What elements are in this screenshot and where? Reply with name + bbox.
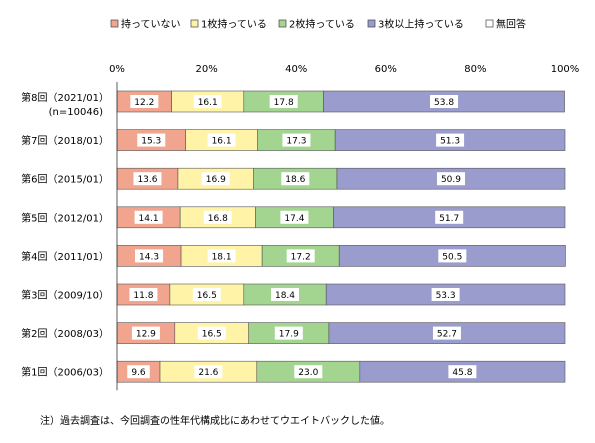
data-label: 16.9	[206, 175, 226, 185]
legend-swatch	[278, 19, 287, 28]
data-label-box	[134, 210, 163, 224]
data-label: 17.3	[286, 137, 306, 147]
data-label: 50.9	[441, 175, 461, 185]
category-label: 第2回（2008/03）	[21, 327, 109, 340]
data-label-box	[192, 288, 221, 301]
data-label: 51.7	[439, 214, 459, 224]
data-label-box	[135, 249, 164, 263]
data-label-box	[286, 249, 315, 263]
data-label: 9.6	[131, 368, 146, 378]
x-tick-label: 60%	[375, 64, 397, 75]
data-label: 15.3	[141, 137, 161, 147]
data-label-box	[127, 365, 150, 379]
data-label: 21.6	[198, 368, 218, 378]
data-label: 14.1	[139, 214, 159, 224]
legend-label: 1枚持っている	[201, 18, 267, 31]
footnote: 注）過去調査は、今回調査の性年代構成比にあわせてウエイトバックした値。	[40, 416, 390, 427]
category-label: 第7回（2018/01）	[21, 134, 109, 147]
data-label-box	[281, 172, 310, 186]
data-label: 16.5	[197, 291, 217, 301]
x-tick-label: 20%	[195, 64, 217, 75]
data-label-box	[269, 95, 298, 108]
data-label: 11.8	[133, 291, 153, 301]
data-label: 16.5	[202, 330, 222, 340]
data-label-box	[137, 133, 166, 147]
data-label-box	[280, 210, 309, 224]
legend-swatch	[485, 19, 494, 28]
data-label-box	[271, 288, 299, 301]
data-label-box	[131, 326, 160, 340]
data-label: 16.8	[208, 214, 228, 224]
data-label-box	[294, 365, 323, 379]
data-label: 16.1	[212, 137, 232, 147]
data-label: 12.9	[136, 330, 156, 340]
data-label: 23.0	[298, 368, 318, 378]
legend-label: 2枚持っている	[289, 18, 355, 31]
data-label: 52.7	[437, 330, 457, 340]
x-tick-label: 0%	[109, 64, 125, 75]
data-label-box	[436, 172, 465, 186]
x-tick-label: 100%	[551, 64, 580, 75]
category-label: 第5回（2012/01）	[21, 211, 109, 224]
legend-swatch	[367, 19, 376, 28]
data-label: 18.6	[285, 175, 305, 185]
legend-label: 3枚以上持っている	[378, 18, 464, 31]
data-label-box	[197, 326, 226, 340]
category-label: 第6回（2015/01）	[21, 173, 109, 186]
data-label: 17.4	[284, 214, 304, 224]
data-label: 18.4	[275, 291, 295, 301]
data-label-box	[201, 172, 230, 186]
data-label-box	[282, 133, 311, 147]
category-label: 第3回（2009/10）	[21, 289, 109, 302]
data-label: 17.2	[291, 252, 311, 262]
data-label: 17.8	[274, 98, 294, 108]
x-tick-label: 40%	[285, 64, 307, 75]
legend-swatch	[190, 19, 199, 28]
x-tick-label: 80%	[464, 64, 486, 75]
data-label: 45.8	[452, 368, 472, 378]
data-label-box	[431, 288, 460, 301]
category-label: (n=10046)	[49, 107, 103, 118]
data-label: 16.1	[198, 98, 218, 108]
data-label-box	[448, 365, 477, 379]
data-label: 53.3	[436, 291, 456, 301]
data-label-box	[207, 133, 236, 147]
data-label-box	[130, 95, 159, 108]
category-label: 第1回（2006/03）	[21, 366, 109, 379]
category-label: 第4回（2011/01）	[21, 250, 109, 263]
data-label: 12.2	[134, 98, 154, 108]
data-label-box	[207, 249, 236, 263]
data-label-box	[432, 326, 461, 340]
data-label-box	[129, 288, 158, 301]
data-label-box	[438, 249, 467, 263]
data-label-box	[435, 210, 464, 224]
data-label: 53.8	[434, 98, 454, 108]
data-label-box	[194, 365, 223, 379]
legend-swatch	[110, 19, 119, 28]
legend-label: 無回答	[496, 18, 526, 31]
data-label-box	[193, 95, 222, 108]
data-label: 13.6	[137, 175, 157, 185]
data-label: 51.3	[440, 137, 460, 147]
data-label-box	[133, 172, 162, 186]
data-label-box	[203, 210, 232, 224]
category-label: 第8回（2021/01）	[21, 91, 109, 104]
data-label-box	[430, 95, 459, 108]
data-label: 18.1	[212, 252, 232, 262]
data-label: 50.5	[442, 252, 462, 262]
legend-label: 持っていない	[121, 18, 181, 31]
data-label: 17.9	[279, 330, 299, 340]
data-label-box	[436, 133, 465, 147]
data-label: 14.3	[139, 252, 159, 262]
data-label-box	[274, 326, 303, 340]
